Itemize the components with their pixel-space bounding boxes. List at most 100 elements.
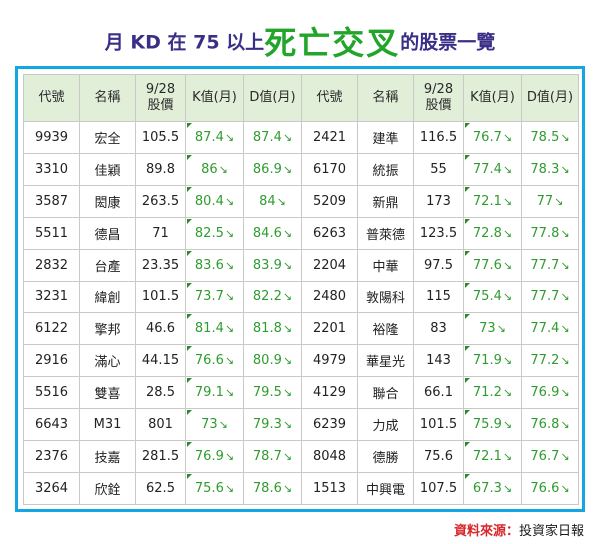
d-value: 77↘ xyxy=(521,184,579,218)
d-value-value: 80.9 xyxy=(252,353,282,369)
stock-name: M31 xyxy=(79,408,136,442)
table-row: 2376 技嘉 281.5 76.9↘ 78.7↘ 8048 德勝 75.6 72.1↘ 76.7… xyxy=(23,440,579,473)
stock-code: 2201 xyxy=(301,312,358,346)
table-body: 9939 宏全 105.5 87.4↘ 87.4↘ 2421 建準 116.5 76.7↘ 78.… xyxy=(23,121,579,506)
table-row: 6643 M31 801 73↘ 79.3↘ 6239 力成 101.5 75.9↘ 76.8↘ xyxy=(23,408,579,442)
stock-name: 敦陽科 xyxy=(357,280,414,314)
stock-price-value: 101.5 xyxy=(419,417,458,433)
stock-price-value: 89.8 xyxy=(146,161,175,177)
stock-code: 3264 xyxy=(23,471,80,506)
stock-name-value: 欣銓 xyxy=(94,482,121,498)
k-value: 73↘ xyxy=(463,312,522,346)
title-prefix: 月 KD 在 75 以上 xyxy=(104,31,265,54)
d-value-value: 77 xyxy=(536,193,554,209)
stock-name: 德勝 xyxy=(357,440,414,473)
d-value-value: 84.6 xyxy=(252,225,282,241)
stock-price: 263.5 xyxy=(135,184,186,218)
d-value-value: 77.7 xyxy=(530,289,560,305)
k-value-value: 77.6 xyxy=(472,257,502,273)
stock-name: 力成 xyxy=(357,408,414,442)
stock-price: 281.5 xyxy=(135,440,186,473)
stock-price: 97.5 xyxy=(413,248,464,282)
stock-price-value: 115 xyxy=(426,289,451,305)
stock-price: 75.6 xyxy=(413,440,464,473)
k-value: 77.6↘ xyxy=(463,248,522,282)
d-value-value: 76.8 xyxy=(530,417,560,433)
stock-price: 71 xyxy=(135,216,186,250)
stock-code: 2204 xyxy=(301,248,358,282)
down-arrow-icon: ↘ xyxy=(282,130,293,144)
stock-name: 緯創 xyxy=(79,280,136,314)
d-value: 77.2↘ xyxy=(521,344,579,378)
down-arrow-icon: ↘ xyxy=(502,354,513,368)
header-k: K值(月) xyxy=(185,74,244,122)
stock-code: 2916 xyxy=(23,344,80,378)
stock-code: 2376 xyxy=(23,440,80,473)
stock-name: 聯合 xyxy=(357,376,414,410)
d-value: 80.9↘ xyxy=(243,344,302,378)
stock-price: 115 xyxy=(413,280,464,314)
stock-code-value: 2916 xyxy=(34,353,69,369)
stock-code: 3231 xyxy=(23,280,80,314)
header-d: D值(月) xyxy=(243,74,302,122)
stock-name-value: 德勝 xyxy=(372,451,399,467)
stock-price-value: 263.5 xyxy=(141,193,180,209)
d-value: 76.9↘ xyxy=(521,376,579,410)
stock-price: 105.5 xyxy=(135,121,186,154)
down-arrow-icon: ↘ xyxy=(282,290,293,304)
stock-price: 107.5 xyxy=(413,471,464,506)
k-value-value: 73.7 xyxy=(194,289,224,305)
stock-code: 2480 xyxy=(301,280,358,314)
down-arrow-icon: ↘ xyxy=(560,290,570,304)
down-arrow-icon: ↘ xyxy=(560,258,570,272)
stock-price: 23.35 xyxy=(135,248,186,282)
d-value-value: 77.2 xyxy=(530,353,560,369)
stock-price-value: 101.5 xyxy=(141,289,180,305)
stock-name-value: 力成 xyxy=(372,419,399,435)
stock-price: 101.5 xyxy=(135,280,186,314)
header-code: 代號 xyxy=(301,74,358,122)
down-arrow-icon: ↘ xyxy=(502,386,513,400)
stock-code: 4979 xyxy=(301,344,358,378)
down-arrow-icon: ↘ xyxy=(560,322,570,336)
d-value-value: 78.6 xyxy=(252,480,282,496)
stock-name-value: 中華 xyxy=(372,259,399,275)
stock-name-value: 華星光 xyxy=(365,355,405,371)
d-value: 87.4↘ xyxy=(243,121,302,154)
stock-price: 143 xyxy=(413,344,464,378)
k-value: 76.6↘ xyxy=(185,344,244,378)
stock-price-value: 44.15 xyxy=(141,353,180,369)
down-arrow-icon: ↘ xyxy=(276,194,286,208)
d-value-value: 83.9 xyxy=(252,257,282,273)
d-value: 82.2↘ xyxy=(243,280,302,314)
d-value-value: 87.4 xyxy=(252,129,282,145)
stock-name-value: 佳穎 xyxy=(94,163,121,179)
stock-code: 5516 xyxy=(23,376,80,410)
stock-price-value: 75.6 xyxy=(424,449,453,465)
k-value: 75.9↘ xyxy=(463,408,522,442)
stock-code: 4129 xyxy=(301,376,358,410)
d-value-value: 81.8 xyxy=(252,321,282,337)
stock-code: 2421 xyxy=(301,121,358,154)
stock-price-value: 801 xyxy=(148,417,173,433)
stock-name: 德昌 xyxy=(79,216,136,250)
k-value-value: 72.8 xyxy=(472,225,502,241)
down-arrow-icon: ↘ xyxy=(224,354,235,368)
d-value-value: 78.5 xyxy=(530,129,560,145)
stock-price-value: 28.5 xyxy=(146,385,175,401)
down-arrow-icon: ↘ xyxy=(218,418,228,432)
table-row: 3264 欣銓 62.5 75.6↘ 78.6↘ 1513 中興電 107.5 67.3↘ 76.… xyxy=(23,471,579,506)
stock-price-value: 46.6 xyxy=(146,321,175,337)
stock-code: 6643 xyxy=(23,408,80,442)
down-arrow-icon: ↘ xyxy=(282,481,293,495)
stock-code-value: 4979 xyxy=(312,353,347,369)
title-suffix: 的股票一覽 xyxy=(400,31,496,54)
stock-price-value: 55 xyxy=(430,161,447,177)
down-arrow-icon: ↘ xyxy=(282,354,293,368)
stock-name: 中華 xyxy=(357,248,414,282)
d-value-value: 76.9 xyxy=(530,385,560,401)
stock-code: 6239 xyxy=(301,408,358,442)
stock-code: 1513 xyxy=(301,471,358,506)
d-value-value: 84 xyxy=(259,193,276,209)
d-value-value: 78.7 xyxy=(252,449,282,465)
